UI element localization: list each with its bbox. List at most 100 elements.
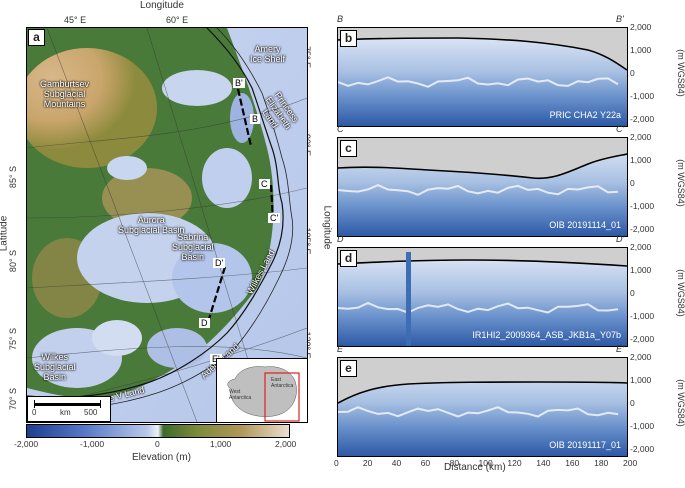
profile-caption: IR1HI2_2009364_ASB_JKB1a_Y07b: [472, 330, 621, 340]
radargram: [338, 358, 627, 456]
label-gamburtsev: Gamburtsev Subglacial Mountains: [40, 79, 90, 109]
scale-bar-tick-right: [100, 400, 101, 408]
profile-y-tick: 1,000: [630, 155, 652, 165]
profile-y-tick: 0: [630, 398, 635, 408]
label-aurora-basin: Aurora Subglacial Basin: [118, 215, 185, 235]
profile-panel: c OIB 20191114_01: [337, 137, 628, 237]
colorbar-label: Elevation (m): [132, 452, 191, 463]
marker-b: B: [250, 114, 261, 124]
inset-east-label: East Antarctica: [271, 377, 294, 389]
map-frame: [26, 27, 308, 423]
air-region: [338, 28, 627, 70]
scale-bar-unit: km: [60, 408, 71, 417]
profile-caption: PRIC CHA2 Y22a: [549, 110, 621, 120]
label-wilkes-basin: Wilkes Subglacial Basin: [34, 352, 76, 382]
scale-bar: 0 km 500: [27, 396, 111, 422]
profile-y-axis-title: Elevation (m WGS84): [676, 159, 685, 207]
scale-bar-zero: 0: [32, 408, 37, 417]
map-panel-letter: a: [28, 29, 45, 46]
profile-x-tick: 160: [565, 458, 580, 468]
profile-x-tick: 200: [623, 458, 638, 468]
profile-caption: OIB 20191114_01: [549, 220, 621, 230]
profile-y-tick: -1,000: [630, 421, 655, 431]
label-amery-ice-shelf: Amery Ice Shelf: [250, 44, 286, 64]
map-top-axis-title: Longitude: [140, 0, 184, 11]
data-gap-column: [406, 252, 411, 346]
profile-x-tick: 80: [449, 458, 460, 468]
profile-y-tick: -2,000: [630, 114, 655, 124]
profile-y-tick: -2,000: [630, 334, 655, 344]
bed-reflection: [338, 301, 619, 314]
bed-reflection: [338, 76, 619, 88]
profile-right-marker: D': [616, 234, 625, 244]
profile-panel: b PRIC CHA2 Y22a: [337, 27, 628, 127]
profile-panel-letter: c: [340, 140, 357, 157]
map-right-axis-title: Longitude: [321, 205, 333, 250]
profile-y-tick: 2,000: [630, 352, 652, 362]
profile-y-tick: 1,000: [630, 375, 652, 385]
ice-surface-line: [338, 259, 627, 267]
colorbar-tick-1: -1,000: [80, 439, 105, 449]
profile-right-marker: B': [616, 14, 624, 24]
profile-x-tick: 100: [478, 458, 493, 468]
profile-left-marker: C: [337, 124, 344, 134]
scale-bar-line: [34, 403, 100, 406]
map-left-tick-85: 85° S: [8, 165, 18, 189]
air-region: [338, 358, 627, 403]
profile-y-tick: 2,000: [630, 132, 652, 142]
map-top-tick-60: 60° E: [166, 15, 189, 25]
inset-west-label: West Antarctica: [229, 389, 252, 401]
radargram: [338, 138, 627, 236]
marker-d: D: [199, 318, 210, 328]
marker-e-prime: E': [210, 354, 222, 364]
profile-y-tick: -2,000: [630, 444, 655, 454]
profile-left-marker: E: [337, 344, 344, 354]
colorbar-tick-2: 0: [155, 439, 160, 449]
profile-y-tick: -1,000: [630, 91, 655, 101]
profile-x-tick: 60: [420, 458, 431, 468]
bed-reflection: [338, 406, 619, 418]
ice-surface-line: [338, 153, 627, 180]
profile-left-marker: B: [337, 14, 344, 24]
profiles-x-axis-title: Distance (km): [444, 462, 506, 473]
colorbar-tick-0: -2,000: [14, 439, 39, 449]
profile-y-tick: 0: [630, 178, 635, 188]
profile-y-tick: 2,000: [630, 242, 652, 252]
profile-panel-letter: e: [340, 360, 357, 377]
profile-y-tick: -1,000: [630, 201, 655, 211]
bed-reflection: [338, 184, 619, 196]
profile-x-tick: 40: [391, 458, 402, 468]
profile-right-marker: C': [616, 124, 625, 134]
profile-x-tick: 120: [507, 458, 522, 468]
profile-panel-letter: b: [340, 30, 357, 47]
profile-y-tick: 2,000: [630, 22, 652, 32]
antarctica-inset: [227, 366, 300, 422]
profile-left-marker: D: [337, 234, 344, 244]
profile-y-tick: 1,000: [630, 265, 652, 275]
marker-c-prime: C': [268, 213, 281, 223]
map-left-tick-70: 70° S: [8, 387, 18, 411]
map-left-tick-75: 75° S: [8, 327, 18, 351]
marker-d-prime: D': [213, 258, 226, 268]
profile-y-tick: 0: [630, 68, 635, 78]
profile-y-axis-title: Elevation (m WGS84): [676, 379, 685, 427]
profile-panel: e OIB 20191117_01: [337, 357, 628, 457]
map-left-tick-80: 80° S: [8, 249, 18, 273]
map-top-tick-45: 45° E: [64, 15, 87, 25]
ice-surface-line: [338, 381, 627, 404]
profile-caption: OIB 20191117_01: [549, 440, 621, 450]
colorbar-tick-3: 1,000: [210, 439, 232, 449]
ice-surface-line: [338, 37, 627, 71]
profile-x-tick: 180: [594, 458, 609, 468]
profile-x-tick: 140: [536, 458, 551, 468]
radargram: [338, 28, 627, 126]
inset-map: West Antarctica East Antarctica: [216, 358, 308, 423]
elevation-map: [27, 28, 307, 422]
profile-x-tick: 20: [362, 458, 373, 468]
profile-y-axis-title: Elevation (m WGS84): [676, 269, 685, 317]
profile-y-axis-title: Elevation (m WGS84): [676, 49, 685, 97]
scale-bar-tick-left: [34, 400, 35, 408]
marker-b-prime: B': [233, 78, 245, 88]
marker-c: C: [259, 179, 270, 189]
scale-bar-max: 500: [84, 408, 98, 417]
